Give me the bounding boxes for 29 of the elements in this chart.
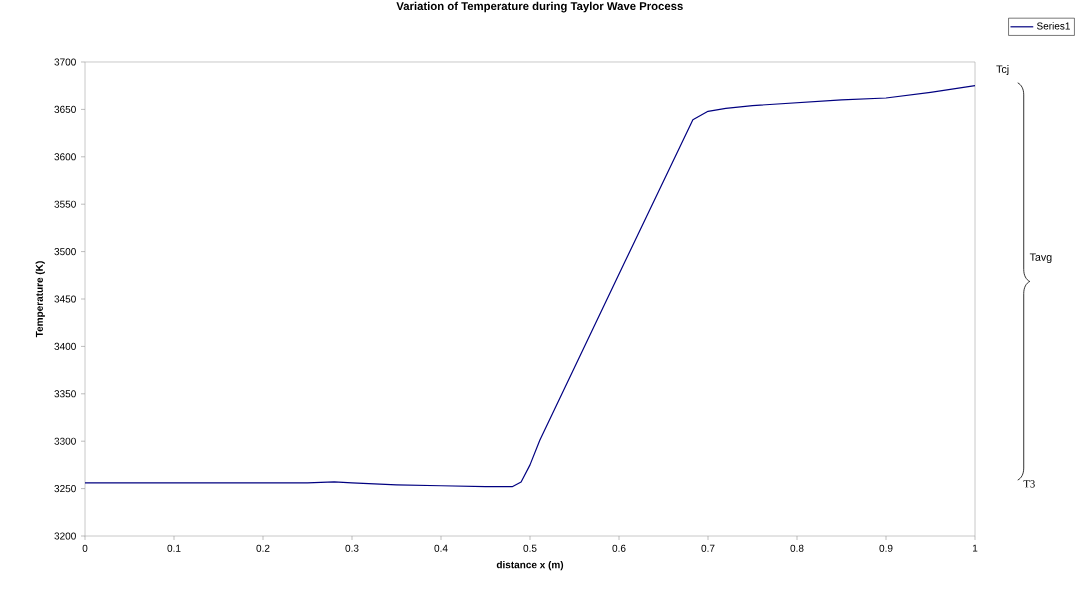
text: Tavg [1029,253,1052,264]
legend-label: Series1 [1036,22,1070,30]
y-tick-label: 3500 [54,248,76,256]
y-tick-label: 3200 [54,532,76,540]
x-tick-label: 0.8 [790,544,804,552]
y-tick-label: 3300 [54,437,76,445]
x-tick-label: 0.5 [523,544,537,552]
x-tick-label: 0.9 [879,544,893,552]
x-tick-label: 0.1 [167,544,181,552]
y-tick-label: 3450 [54,295,76,303]
chart-title: Variation of Temperature during Taylor Wave Process [396,1,683,13]
x-tick-label: 0 [82,544,88,552]
x-tick-label: 0.3 [345,544,359,552]
y-tick-label: 3650 [54,105,76,113]
y-tick-label: 3350 [54,390,76,398]
text: T3 [1023,480,1035,488]
x-tick-label: 0.4 [434,544,448,552]
x-tick-label: 0.7 [701,544,715,552]
x-tick-label: 0.2 [256,544,270,552]
y-tick-label: 3700 [54,58,76,66]
text: Tcj [996,65,1009,76]
y-tick-label: 3250 [54,485,76,493]
y-tick-label: 3550 [54,200,76,208]
y-tick-label: 3400 [54,342,76,350]
y-tick-label: 3600 [54,153,76,161]
y-axis-title: Temperature (K) [35,261,45,338]
x-tick-label: 0.6 [612,544,626,552]
x-axis-title: distance x (m) [496,560,564,571]
x-tick-label: 1 [972,544,978,552]
